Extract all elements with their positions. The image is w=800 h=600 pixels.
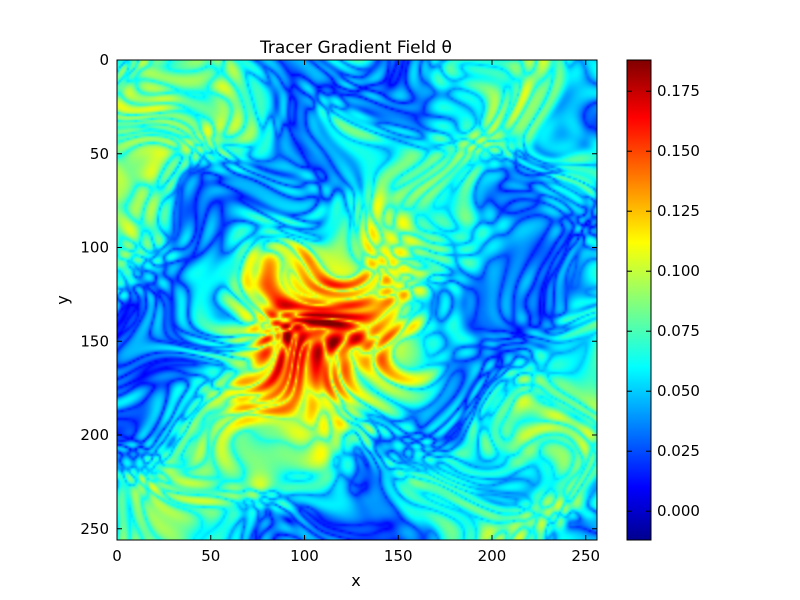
colorbar-tick-label: 0.075 bbox=[657, 322, 700, 340]
x-axis: 0 50 100 150 200 250 bbox=[112, 60, 600, 565]
colorbar-ticks: 0.000 0.025 0.050 0.075 0.100 0.125 0.150 0.175 bbox=[627, 82, 700, 520]
colorbar-gradient bbox=[626, 59, 652, 541]
colorbar: 0.000 0.025 0.050 0.075 0.100 0.125 0.150 0.175 bbox=[626, 59, 700, 541]
x-tick-label: 200 bbox=[478, 547, 507, 565]
colorbar-tick-label: 0.025 bbox=[657, 442, 700, 460]
x-axis-label: x bbox=[351, 571, 360, 590]
heatmap-plot-area bbox=[116, 59, 598, 541]
x-tick-label: 150 bbox=[384, 547, 413, 565]
chart-title: Tracer Gradient Field θ bbox=[259, 38, 452, 58]
colorbar-tick-label: 0.125 bbox=[657, 202, 700, 220]
x-tick-label: 250 bbox=[571, 547, 600, 565]
colorbar-tick-label: 0.100 bbox=[657, 262, 700, 280]
y-tick-label: 250 bbox=[80, 520, 109, 538]
colorbar-tick-label: 0.175 bbox=[657, 82, 700, 100]
y-tick-label: 0 bbox=[99, 51, 109, 69]
y-tick-label: 50 bbox=[90, 145, 109, 163]
y-axis-label: y bbox=[53, 295, 72, 304]
colorbar-tick-label: 0.150 bbox=[657, 142, 700, 160]
x-tick-label: 0 bbox=[112, 547, 122, 565]
colorbar-tick-label: 0.050 bbox=[657, 382, 700, 400]
y-tick-label: 150 bbox=[80, 332, 109, 350]
x-tick-label: 100 bbox=[290, 547, 319, 565]
plot-frame bbox=[116, 59, 598, 541]
y-axis: 0 50 100 150 200 250 bbox=[80, 51, 597, 538]
colorbar-tick-label: 0.000 bbox=[657, 502, 700, 520]
y-tick-label: 100 bbox=[80, 239, 109, 257]
x-tick-label: 50 bbox=[201, 547, 220, 565]
heatmap-image bbox=[117, 60, 597, 540]
y-tick-label: 200 bbox=[80, 426, 109, 444]
